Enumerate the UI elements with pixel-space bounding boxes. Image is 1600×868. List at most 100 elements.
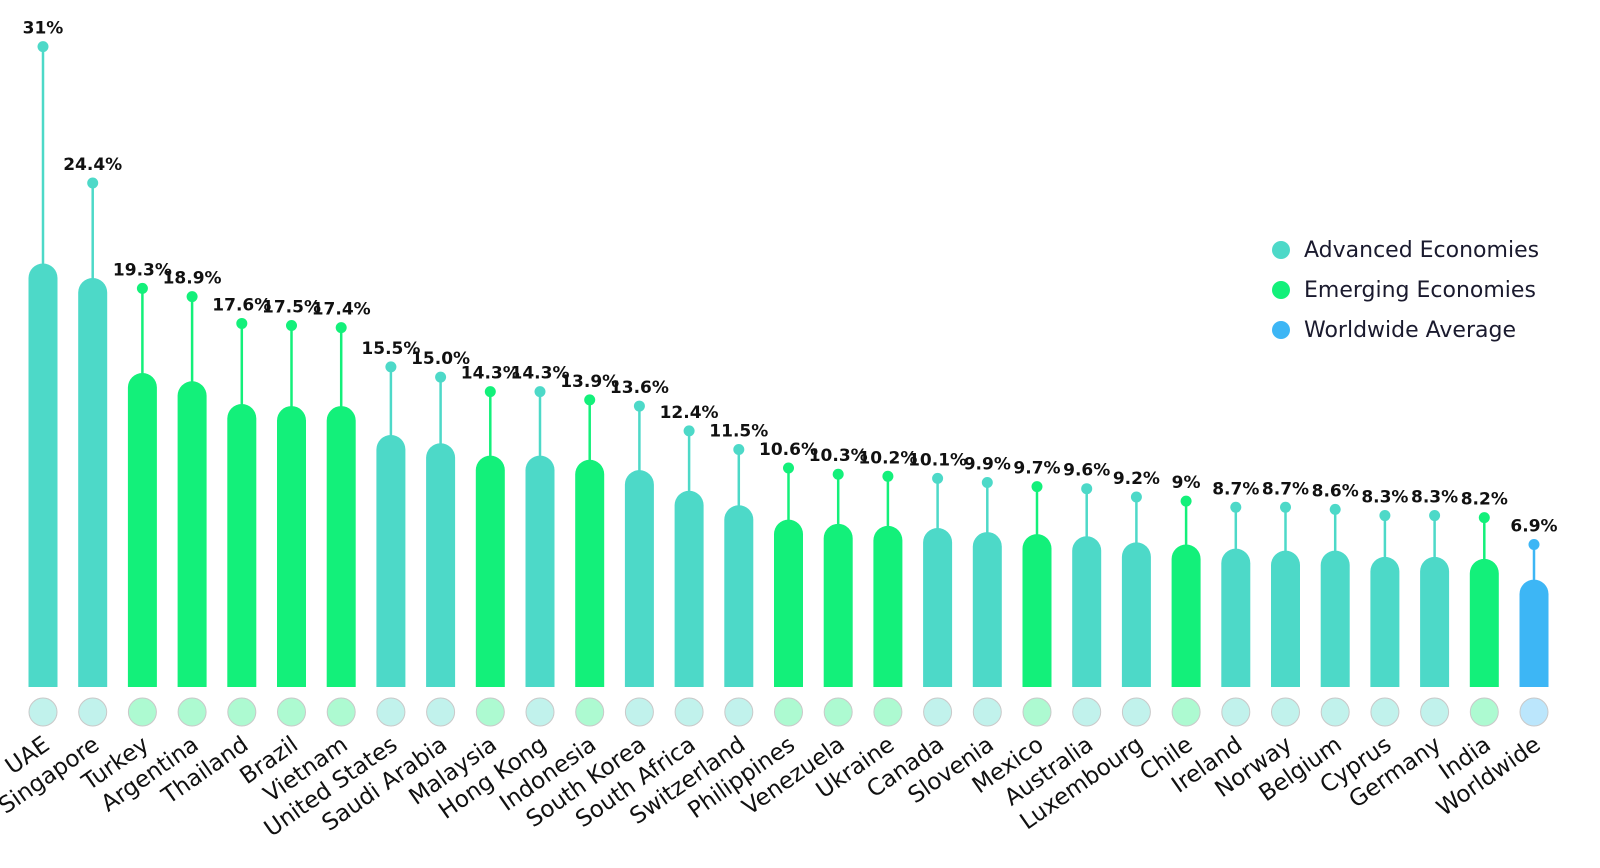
flag-ukraine-icon [873, 697, 903, 727]
lollipop-dot [981, 477, 993, 489]
flag-circle [1520, 698, 1548, 726]
flag-outline [923, 697, 953, 727]
value-label: 13.9% [560, 372, 619, 392]
flag-outline [475, 697, 505, 727]
bar [376, 434, 406, 687]
value-label: 15.0% [411, 349, 470, 369]
flag-circle [824, 698, 853, 726]
flag-belgium-icon [1320, 697, 1350, 727]
bar [575, 459, 605, 687]
flag-circle [1072, 698, 1101, 726]
flag-uae-icon [28, 697, 58, 727]
flag-norway-icon [1271, 697, 1300, 727]
flag-outline [724, 697, 754, 727]
value-label: 9.2% [1113, 469, 1160, 489]
flag-outline [426, 697, 456, 727]
bar [78, 278, 108, 687]
flag-outline [1370, 697, 1400, 727]
flag-australia-icon [1072, 697, 1102, 727]
value-label: 14.3% [511, 364, 570, 384]
flag-outline [674, 697, 704, 727]
flag-circle [29, 698, 57, 726]
flag-venezuela-icon [823, 697, 853, 727]
lollipop-dot [186, 291, 198, 303]
flag-circle [1370, 698, 1399, 726]
flag-thailand-icon [227, 697, 257, 727]
lollipop-dot [1429, 510, 1441, 522]
flag-circle [1271, 698, 1300, 726]
value-label: 8.3% [1411, 488, 1458, 508]
legend-label-advanced: Advanced Economies [1304, 237, 1540, 263]
flag-outline [1469, 697, 1499, 727]
flag-indonesia-icon [575, 697, 605, 727]
lollipop-dot [37, 41, 49, 53]
value-label: 8.2% [1461, 490, 1508, 510]
value-label: 19.3% [113, 260, 172, 280]
lollipop-dot [1280, 501, 1291, 513]
flag-circle [327, 698, 356, 726]
flag-cyprus-icon [1370, 697, 1400, 727]
bar [177, 381, 207, 687]
legend-swatch-emerging [1272, 281, 1290, 299]
value-label: 10.3% [809, 446, 868, 466]
flag-switzerland-icon [724, 697, 754, 727]
value-label: 10.2% [858, 448, 917, 468]
flag-outline [376, 697, 406, 727]
bar [1171, 544, 1201, 687]
bar [426, 443, 456, 687]
flag-luxembourg-icon [1121, 697, 1151, 727]
flag-outline [1121, 697, 1151, 727]
flag-outline [1022, 697, 1052, 727]
flag-saudi-arabia-icon [426, 697, 456, 727]
flag-circle [1122, 698, 1151, 726]
flag-circle [973, 698, 1002, 726]
value-label: 6.9% [1510, 516, 1557, 536]
flag-outline [1171, 697, 1201, 727]
flag-outline [28, 697, 58, 727]
flag-vietnam-icon [326, 697, 356, 727]
flag-slovenia-icon [972, 697, 1002, 727]
flag-circle [923, 698, 952, 726]
lollipop-dot [882, 470, 894, 482]
flag-circle [1221, 698, 1250, 726]
flag-circle [128, 698, 157, 726]
lollipop-dot [385, 361, 397, 373]
bar [326, 406, 356, 687]
value-label: 9.6% [1063, 461, 1110, 481]
value-label: 9.7% [1013, 459, 1060, 479]
flag-germany-icon [1420, 697, 1450, 727]
value-label: 17.4% [312, 300, 371, 320]
bar [724, 505, 754, 687]
flag-outline [525, 697, 555, 727]
flag-ireland-icon [1221, 697, 1251, 727]
bar [28, 263, 58, 687]
value-label: 17.5% [262, 298, 321, 318]
value-label: 10.6% [759, 440, 818, 460]
value-label: 18.9% [163, 269, 222, 289]
lollipop-dot [1130, 491, 1142, 503]
legend-label-emerging: Emerging Economies [1304, 277, 1536, 303]
bar [1469, 558, 1499, 687]
flag-outline [326, 697, 356, 727]
lollipop-dot [484, 386, 496, 398]
lollipop-dot [286, 320, 297, 332]
flag-united-states-icon [376, 697, 406, 727]
bar [227, 404, 257, 687]
flag-circle [476, 698, 505, 726]
flag-outline [575, 697, 605, 727]
flag-outline [972, 697, 1002, 727]
flag-outline [127, 697, 157, 727]
value-label: 14.3% [461, 364, 520, 384]
legend-item-advanced: Advanced Economies [1272, 230, 1539, 270]
bar [923, 527, 953, 687]
legend-item-emerging: Emerging Economies [1272, 270, 1539, 310]
flag-outline [78, 697, 108, 727]
flag-circle [625, 698, 654, 726]
flag-circle [675, 698, 704, 726]
value-label: 8.7% [1262, 479, 1309, 499]
flag-outline [1320, 697, 1350, 727]
bar [1519, 579, 1549, 687]
flag-outline [177, 697, 207, 727]
value-label: 8.3% [1361, 488, 1408, 508]
lollipop-dot [932, 472, 944, 484]
